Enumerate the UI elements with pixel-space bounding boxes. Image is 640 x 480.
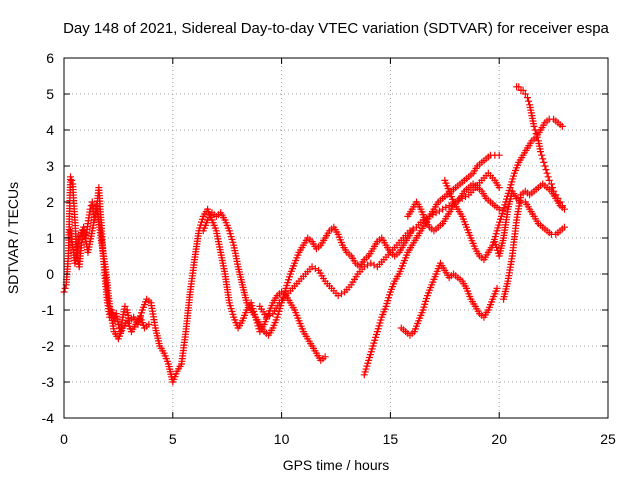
y-tick-label: 2: [46, 194, 54, 210]
x-tick-label: 20: [491, 431, 507, 447]
data-point: [547, 180, 555, 188]
data-point: [519, 86, 527, 94]
grid-lines: [64, 58, 608, 418]
data-point: [532, 130, 540, 138]
data-point: [435, 207, 443, 215]
data-point: [61, 284, 69, 292]
x-axis-label: GPS time / hours: [283, 457, 390, 473]
data-point: [442, 203, 450, 211]
x-tick-label: 10: [274, 431, 290, 447]
data-point: [544, 173, 552, 181]
chart-title: Day 148 of 2021, Sidereal Day-to-day VTE…: [63, 20, 609, 37]
y-tick-label: -3: [42, 374, 55, 390]
data-point: [552, 191, 560, 199]
data-point: [495, 184, 503, 192]
data-point: [68, 176, 76, 184]
y-tick-labels: -4 -3 -2 -1 0 1 2 3 4 5 6: [42, 50, 55, 426]
data-point: [114, 320, 122, 328]
data-point: [121, 302, 129, 310]
x-tick-label: 25: [600, 431, 616, 447]
data-points: [60, 83, 568, 386]
data-point: [439, 205, 447, 213]
data-point: [540, 158, 548, 166]
data-point: [560, 223, 568, 231]
data-point: [523, 94, 531, 102]
series-5: [360, 151, 503, 379]
axis-ticks: [63, 57, 609, 419]
data-point: [537, 148, 545, 156]
x-tick-label: 0: [60, 431, 68, 447]
data-point: [533, 133, 541, 141]
series-11: [513, 83, 566, 210]
data-point: [541, 162, 549, 170]
y-tick-label: -2: [42, 338, 55, 354]
data-point: [539, 155, 547, 163]
data-point: [549, 184, 557, 192]
data-point: [493, 284, 501, 292]
x-tick-labels: 0 5 10 15 20 25: [60, 431, 616, 447]
data-point: [525, 97, 533, 105]
data-point: [311, 265, 319, 273]
y-tick-label: 5: [46, 86, 54, 102]
series-3: [199, 209, 416, 339]
data-point: [556, 198, 564, 206]
y-tick-label: -4: [42, 410, 55, 426]
data-point: [67, 173, 75, 181]
series-7: [404, 180, 503, 235]
data-point: [321, 353, 329, 361]
series-2: [67, 202, 153, 343]
series-10: [500, 180, 568, 303]
series-4: [256, 169, 503, 321]
x-tick-label: 15: [383, 431, 399, 447]
x-tick-label: 5: [169, 431, 177, 447]
y-tick-label: 1: [46, 230, 54, 246]
data-point: [550, 187, 558, 195]
data-point: [495, 205, 503, 213]
y-tick-label: -1: [42, 302, 55, 318]
y-tick-label: 6: [46, 50, 54, 66]
series-9: [491, 187, 568, 260]
data-point: [530, 122, 538, 130]
data-point: [543, 169, 551, 177]
series-6: [397, 259, 501, 339]
data-point: [560, 205, 568, 213]
data-point: [337, 290, 345, 298]
y-tick-label: 0: [46, 266, 54, 282]
data-point: [495, 151, 503, 159]
data-point: [367, 259, 375, 267]
data-point: [554, 194, 562, 202]
y-tick-label: 4: [46, 122, 54, 138]
data-point: [515, 83, 523, 91]
data-point: [542, 166, 550, 174]
series-8: [441, 115, 566, 264]
y-axis-label: SDTVAR / TECUs: [5, 182, 21, 294]
data-point: [558, 202, 566, 210]
data-point: [538, 151, 546, 159]
y-tick-label: 3: [46, 158, 54, 174]
data-point: [521, 90, 529, 98]
data-point: [545, 176, 553, 184]
data-point: [531, 126, 539, 134]
data-point: [145, 320, 153, 328]
data-point: [558, 122, 566, 130]
